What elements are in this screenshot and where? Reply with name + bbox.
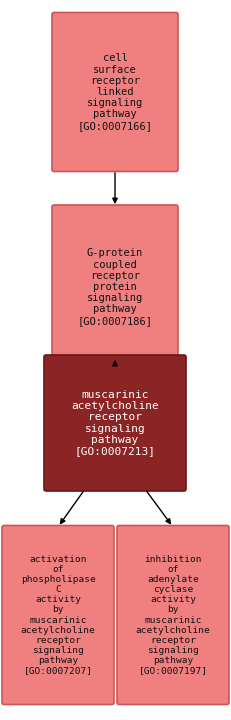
Text: activation
of
phospholipase
C
activity
by
muscarinic
acetylcholine
receptor
sign: activation of phospholipase C activity b… [21, 555, 95, 675]
Text: inhibition
of
adenylate
cyclase
activity
by
muscarinic
acetylcholine
receptor
si: inhibition of adenylate cyclase activity… [136, 555, 210, 675]
Text: G-protein
coupled
receptor
protein
signaling
pathway
[GO:0007186]: G-protein coupled receptor protein signa… [77, 248, 152, 325]
FancyBboxPatch shape [2, 526, 114, 704]
Text: cell
surface
receptor
linked
signaling
pathway
[GO:0007166]: cell surface receptor linked signaling p… [77, 53, 152, 130]
Text: muscarinic
acetylcholine
receptor
signaling
pathway
[GO:0007213]: muscarinic acetylcholine receptor signal… [71, 390, 159, 456]
FancyBboxPatch shape [44, 355, 186, 491]
FancyBboxPatch shape [117, 526, 229, 704]
FancyBboxPatch shape [52, 12, 178, 171]
FancyBboxPatch shape [52, 205, 178, 369]
